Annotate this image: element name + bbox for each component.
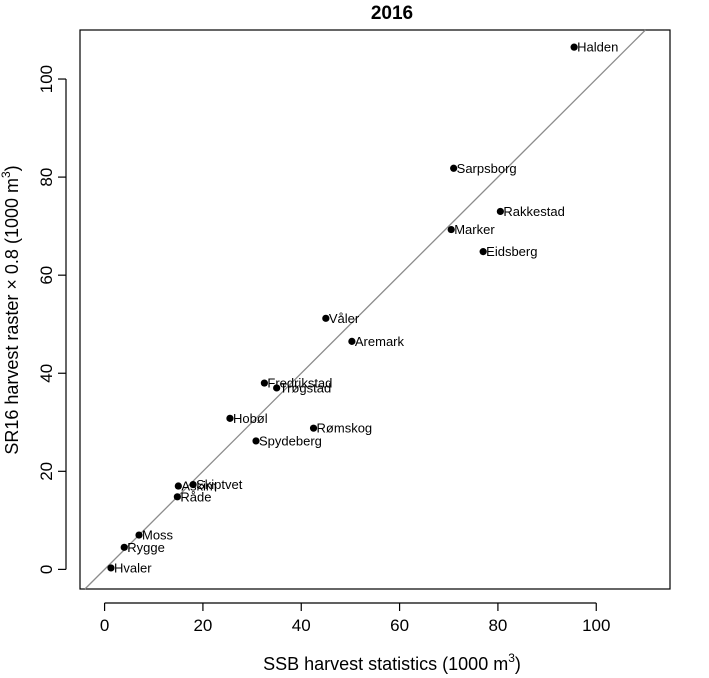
x-tick-label: 40 [292, 616, 311, 635]
data-point [570, 43, 578, 51]
point-label: Hobøl [233, 411, 268, 426]
y-tick-label: 60 [37, 266, 56, 285]
y-axis: 0 20 40 60 80 100 [37, 65, 67, 574]
y-tick-label: 0 [37, 565, 56, 574]
y-tick-label: 100 [37, 65, 56, 93]
point-label: Hvaler [114, 560, 152, 575]
x-tick-label: 100 [582, 616, 610, 635]
x-axis: 0 20 40 60 80 100 [100, 602, 610, 635]
x-tick-label: 0 [100, 616, 109, 635]
x-tick-label: 80 [488, 616, 507, 635]
reference-line [84, 29, 646, 590]
point-label: Rakkestad [503, 204, 564, 219]
y-axis-title: SR16 harvest raster × 0.8 (1000 m3) [0, 165, 22, 454]
data-point [479, 248, 487, 256]
y-axis-title-end: ) [2, 165, 22, 171]
point-label: Sarpsborg [457, 161, 517, 176]
y-tick-label: 40 [37, 364, 56, 383]
data-point [273, 384, 281, 392]
point-label: Marker [454, 222, 495, 237]
y-tick-label: 80 [37, 168, 56, 187]
x-axis-title-sup: 3 [508, 651, 515, 665]
data-point [450, 164, 458, 172]
point-label: Moss [142, 528, 174, 543]
data-point [135, 531, 143, 539]
data-point [107, 564, 115, 572]
point-label: Fredrikstad [267, 376, 332, 391]
data-point [174, 482, 182, 490]
point-label: Råde [180, 489, 211, 504]
plot-frame [79, 29, 671, 590]
data-point [252, 437, 260, 445]
data-points: Halden Sarpsborg Rakkestad Marker Eidsberg Vå… [107, 40, 618, 575]
point-label: Rygge [127, 540, 165, 555]
point-label: Aremark [355, 334, 405, 349]
data-point [322, 314, 330, 322]
point-label: Halden [577, 40, 618, 55]
x-axis-title-text: SSB harvest statistics (1000 m [263, 654, 508, 674]
point-label: Askim [181, 479, 216, 494]
point-label: Trøgstad [280, 380, 332, 395]
point-label: Eidsberg [486, 244, 537, 259]
point-label: Våler [329, 311, 360, 326]
chart-title: 2016 [371, 3, 413, 24]
data-point [226, 414, 234, 422]
data-point [260, 379, 268, 387]
data-point [309, 424, 318, 432]
point-label: Skiptvet [196, 477, 243, 492]
point-label: Rømskog [317, 421, 373, 436]
data-point [348, 337, 356, 345]
data-point [173, 493, 181, 501]
x-axis-title-end: ) [515, 654, 521, 674]
y-axis-title-text: SR16 harvest raster × 0.8 (1000 m [2, 178, 22, 455]
data-point [189, 480, 197, 489]
data-point [120, 543, 128, 551]
data-point [447, 225, 455, 234]
y-tick-label: 20 [37, 462, 56, 481]
x-tick-label: 20 [193, 616, 212, 635]
data-point [496, 207, 504, 216]
x-tick-label: 60 [390, 616, 409, 635]
point-label: Spydeberg [259, 433, 322, 448]
x-axis-title: SSB harvest statistics (1000 m3) [263, 651, 521, 674]
y-axis-title-sup: 3 [0, 171, 13, 178]
